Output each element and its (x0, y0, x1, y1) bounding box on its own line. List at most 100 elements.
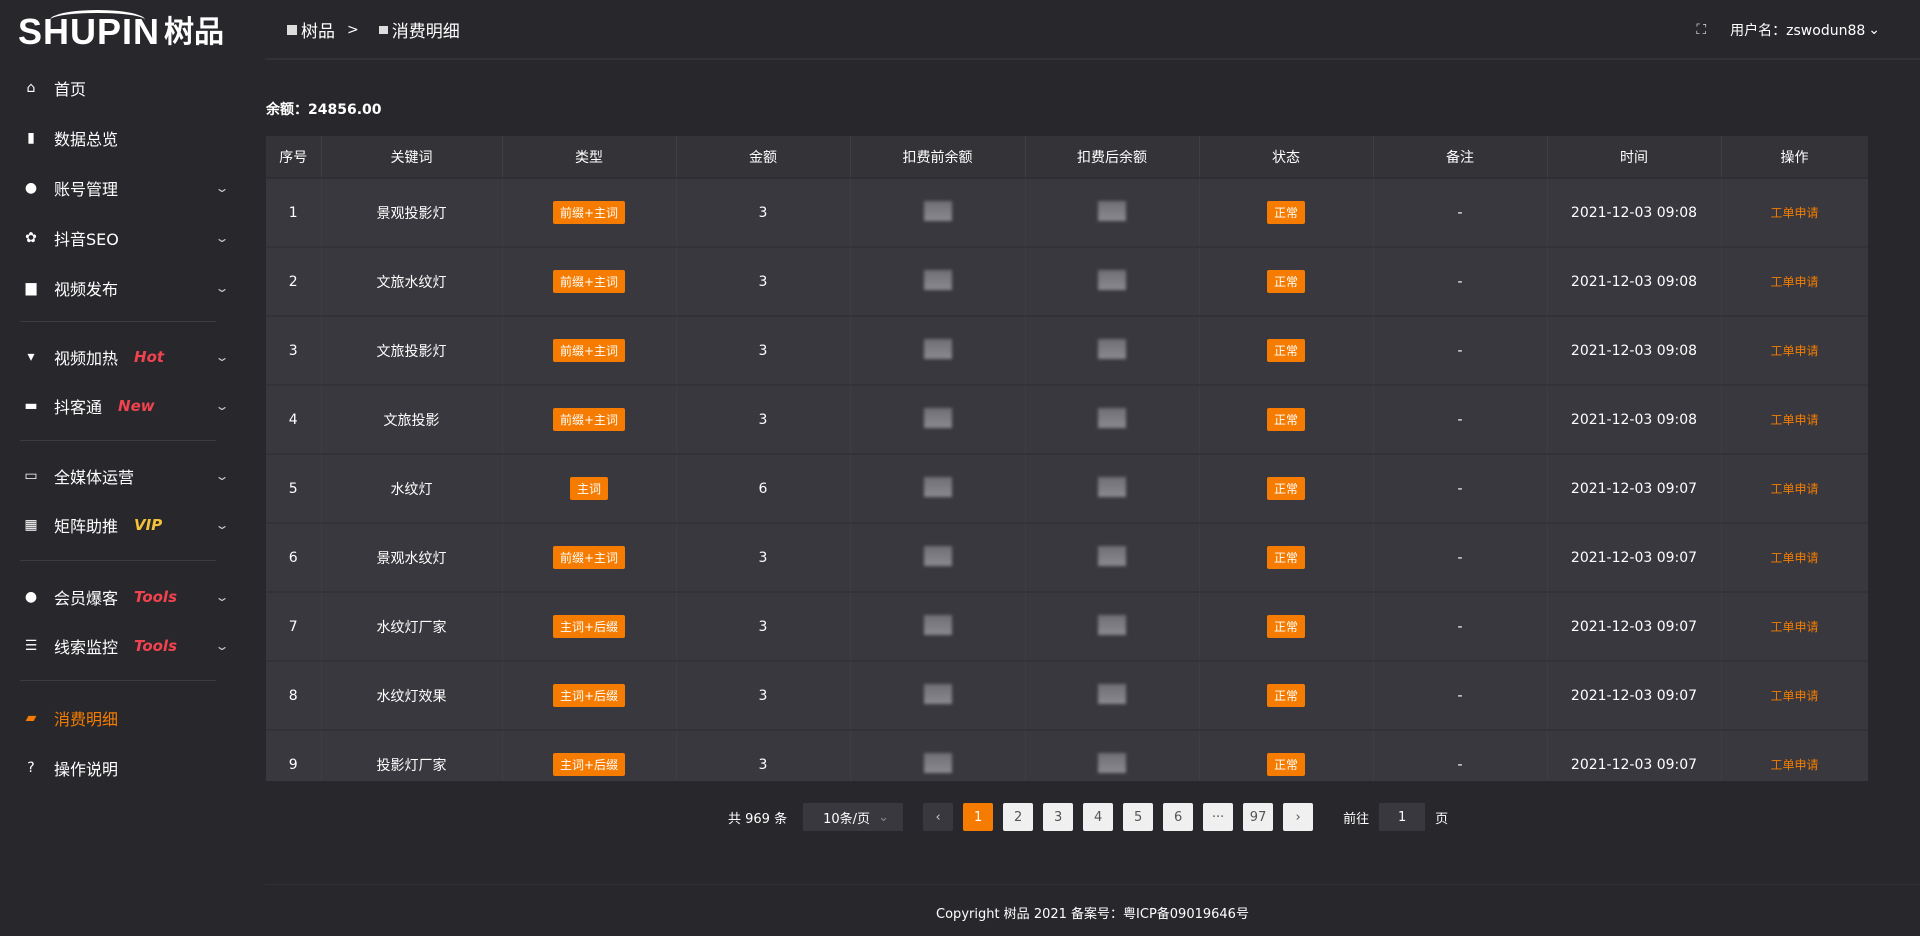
type-cell: 前缀+主词 (502, 523, 677, 593)
column-header: 操作 (1721, 136, 1868, 179)
redacted-value (923, 683, 952, 704)
status-cell: 正常 (1199, 316, 1374, 386)
page-button[interactable]: 2 (1003, 803, 1034, 831)
sidebar-item-label: 首页 (54, 80, 87, 99)
chevron-down-icon[interactable]: ⌄ (214, 231, 230, 245)
type-tag: 前缀+主词 (552, 408, 626, 431)
next-page-button[interactable]: › (1283, 803, 1314, 831)
sidebar-item-0[interactable]: ⌂ 首页 (22, 70, 227, 106)
sidebar-item-3[interactable]: ✿ 抖音SEO ⌄ (22, 220, 230, 256)
sidebar-item-label: 视频发布 (54, 280, 119, 299)
time: 2021-12-03 09:07 (1547, 523, 1722, 593)
chevron-down-icon[interactable]: ⌄ (1868, 22, 1880, 38)
sidebar-item-1[interactable]: ▮ 数据总览 (22, 120, 227, 156)
redacted-value (923, 407, 952, 428)
page-suffix: 页 (1435, 811, 1449, 827)
ticket-request-link[interactable]: 工单申请 (1770, 551, 1819, 565)
chevron-down-icon[interactable]: ⌄ (214, 469, 230, 483)
chevron-down-icon[interactable]: ⌄ (214, 281, 230, 295)
redacted-value (1098, 614, 1126, 635)
table-row: 3 文旅投影灯 前缀+主词 3 正常 - 2021-12-03 09:08 工单… (266, 316, 1868, 386)
page-size-select[interactable]: 10条/页 ⌄ (803, 803, 904, 831)
sidebar-item-9[interactable]: ● 会员爆客 Tools ⌄ (22, 579, 230, 615)
row-index: 4 (266, 385, 322, 455)
type-cell: 主词+后缀 (502, 592, 677, 662)
sidebar-item-2[interactable]: ● 账号管理 ⌄ (22, 170, 230, 206)
fullscreen-icon[interactable]: ⛶ (1696, 22, 1707, 38)
gear-icon: ✿ (25, 230, 37, 246)
username[interactable]: 用户名：zswodun88 (1730, 23, 1866, 39)
row-index: 6 (266, 523, 322, 593)
page-button[interactable]: 1 (963, 803, 994, 831)
breadcrumb-current: 消费明细 (391, 22, 460, 42)
time: 2021-12-03 09:07 (1547, 730, 1722, 781)
time: 2021-12-03 09:08 (1547, 316, 1722, 386)
status-cell: 正常 (1199, 730, 1374, 781)
amount: 3 (676, 316, 851, 386)
balance-after-cell (1025, 316, 1200, 386)
chevron-down-icon[interactable]: ⌄ (214, 181, 230, 195)
table-row: 2 文旅水纹灯 前缀+主词 3 正常 - 2021-12-03 09:08 工单… (266, 247, 1868, 317)
sidebar-item-11[interactable]: ▰ 消费明细 (22, 700, 227, 736)
user-menu[interactable]: ⛶ 用户名：zswodun88 ⌄ (1696, 20, 1880, 40)
sidebar-item-4[interactable]: ▆ 视频发布 ⌄ (22, 270, 230, 306)
ticket-request-link[interactable]: 工单申请 (1770, 275, 1819, 289)
sidebar-item-8[interactable]: ▦ 矩阵助推 VIP ⌄ (22, 507, 230, 543)
row-index: 1 (266, 178, 322, 248)
sidebar-item-label: 矩阵助推 (54, 517, 119, 536)
chevron-down-icon[interactable]: ⌄ (214, 399, 230, 413)
breadcrumb-home[interactable]: 树品 (301, 22, 335, 42)
ticket-request-link[interactable]: 工单申请 (1770, 758, 1819, 772)
column-header: 扣费前余额 (850, 136, 1026, 179)
sidebar-item-label: 会员爆客 (54, 589, 119, 608)
ticket-request-link[interactable]: 工单申请 (1770, 413, 1819, 427)
amount: 3 (676, 661, 851, 731)
sidebar-item-7[interactable]: ▭ 全媒体运营 ⌄ (22, 458, 230, 494)
chevron-down-icon[interactable]: ⌄ (214, 518, 230, 532)
ticket-request-link[interactable]: 工单申请 (1770, 689, 1819, 703)
chat-icon: ▬ (24, 398, 38, 414)
balance-after-cell (1025, 730, 1200, 781)
sidebar-item-label: 账号管理 (54, 180, 119, 199)
logo[interactable]: SHUPIN 树品 (18, 10, 224, 50)
page-button[interactable]: 6 (1163, 803, 1194, 831)
status-badge: 正常 (1266, 201, 1305, 224)
action-cell: 工单申请 (1721, 592, 1868, 662)
chevron-down-icon[interactable]: ⌄ (214, 590, 230, 604)
action-cell: 工单申请 (1721, 523, 1868, 593)
sidebar-item-12[interactable]: ? 操作说明 (22, 750, 227, 786)
sidebar-item-10[interactable]: ☰ 线索监控 Tools ⌄ (22, 628, 230, 664)
status-cell: 正常 (1199, 247, 1374, 317)
ticket-request-link[interactable]: 工单申请 (1770, 620, 1819, 634)
chevron-down-icon[interactable]: ⌄ (214, 350, 230, 364)
redacted-value (1098, 545, 1126, 566)
sidebar-item-label: 视频加热 (54, 349, 119, 368)
table-row: 6 景观水纹灯 前缀+主词 3 正常 - 2021-12-03 09:07 工单… (266, 523, 1868, 593)
sidebar-item-6[interactable]: ▬ 抖客通 New ⌄ (22, 388, 230, 424)
prev-page-button[interactable]: ‹ (923, 803, 954, 831)
page-button[interactable]: 4 (1083, 803, 1114, 831)
type-cell: 前缀+主词 (502, 178, 677, 248)
page-button[interactable]: ··· (1203, 803, 1234, 831)
chevron-down-icon[interactable]: ⌄ (214, 639, 230, 653)
video-icon: ▆ (25, 280, 37, 296)
amount: 3 (676, 247, 851, 317)
page-button[interactable]: 5 (1123, 803, 1154, 831)
remark: - (1373, 661, 1548, 731)
ticket-request-link[interactable]: 工单申请 (1770, 482, 1819, 496)
sidebar-item-5[interactable]: ▾ 视频加热 Hot ⌄ (22, 339, 230, 375)
remark: - (1373, 247, 1548, 317)
redacted-value (923, 752, 952, 773)
row-index: 2 (266, 247, 322, 317)
amount: 3 (676, 523, 851, 593)
redacted-value (923, 200, 952, 221)
ticket-request-link[interactable]: 工单申请 (1770, 206, 1819, 220)
page-button[interactable]: 3 (1043, 803, 1074, 831)
type-cell: 主词 (502, 454, 677, 524)
logo-arc (50, 10, 145, 30)
ticket-request-link[interactable]: 工单申请 (1770, 344, 1819, 358)
table-row: 5 水纹灯 主词 6 正常 - 2021-12-03 09:07 工单申请 (266, 454, 1868, 524)
goto-page-input[interactable]: 1 (1379, 803, 1426, 831)
time: 2021-12-03 09:08 (1547, 385, 1722, 455)
page-button[interactable]: 97 (1243, 803, 1274, 831)
